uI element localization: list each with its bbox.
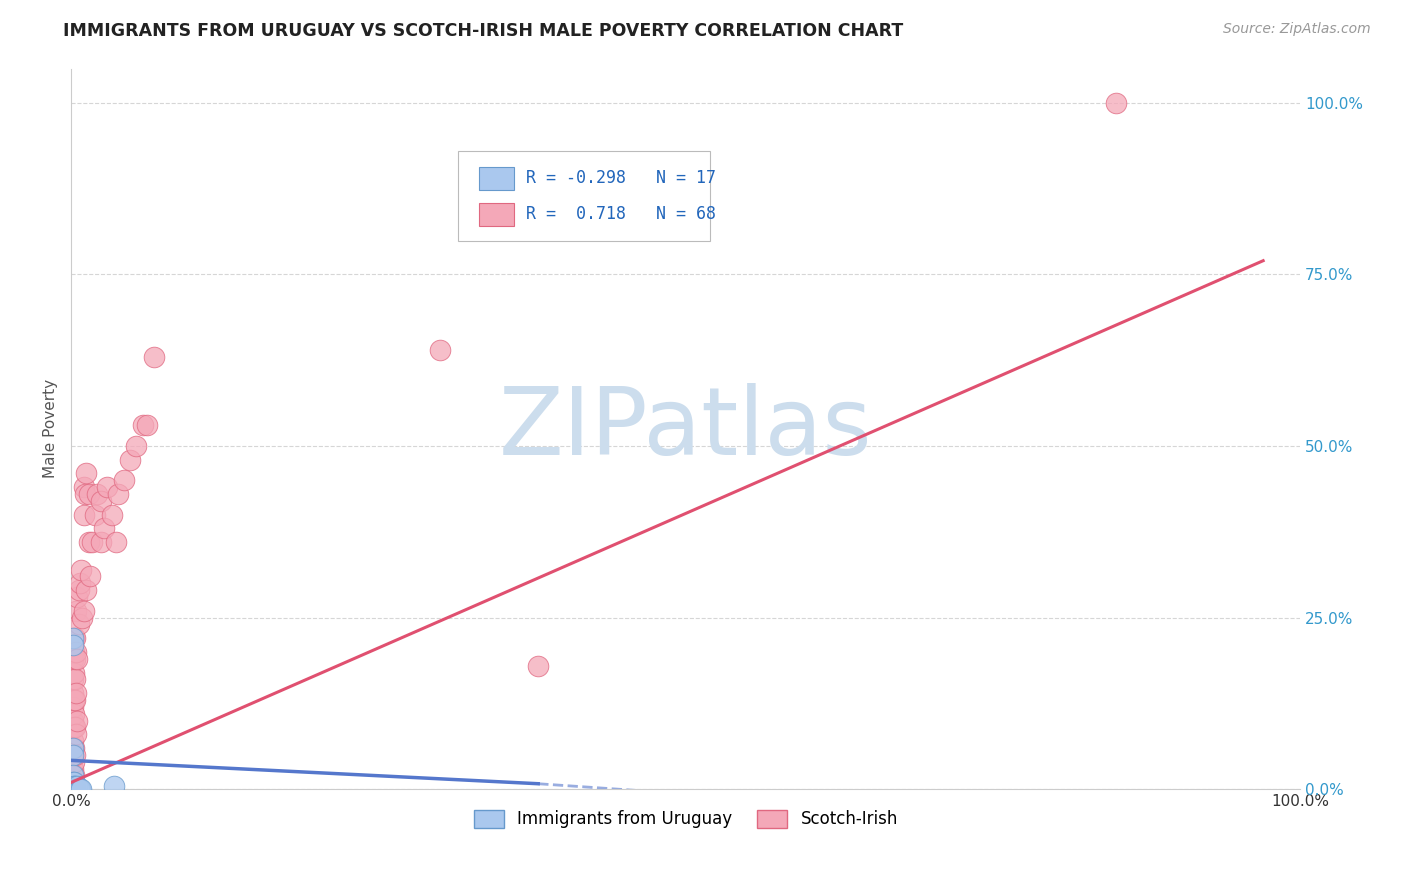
Point bbox=[65, 727, 87, 741]
Point bbox=[62, 775, 84, 789]
Point bbox=[67, 782, 90, 797]
Point bbox=[82, 535, 104, 549]
Point bbox=[63, 631, 86, 645]
Point bbox=[62, 631, 84, 645]
Point bbox=[72, 610, 94, 624]
Point bbox=[77, 535, 100, 549]
FancyBboxPatch shape bbox=[479, 167, 513, 190]
Point bbox=[1105, 95, 1128, 110]
Point bbox=[66, 779, 89, 793]
Point bbox=[62, 779, 84, 793]
Point bbox=[62, 734, 84, 748]
Point bbox=[125, 439, 148, 453]
Point bbox=[107, 487, 129, 501]
Point bbox=[63, 782, 86, 797]
Point bbox=[67, 583, 90, 598]
Point bbox=[75, 467, 97, 481]
Point bbox=[67, 617, 90, 632]
Point bbox=[62, 755, 84, 769]
Point bbox=[83, 508, 105, 522]
Point bbox=[62, 768, 84, 782]
Point bbox=[62, 686, 84, 700]
Legend: Immigrants from Uruguay, Scotch-Irish: Immigrants from Uruguay, Scotch-Irish bbox=[467, 803, 904, 835]
Point bbox=[62, 768, 84, 782]
Point bbox=[62, 782, 84, 797]
Y-axis label: Male Poverty: Male Poverty bbox=[44, 379, 58, 478]
Text: ZIPatlas: ZIPatlas bbox=[499, 383, 873, 475]
Point bbox=[136, 418, 159, 433]
Point bbox=[72, 480, 94, 494]
Point bbox=[62, 673, 84, 687]
Point bbox=[63, 721, 86, 735]
Point bbox=[96, 480, 118, 494]
Point bbox=[62, 775, 84, 789]
Point bbox=[103, 779, 125, 793]
Point bbox=[90, 494, 112, 508]
Point bbox=[120, 452, 142, 467]
Point bbox=[104, 535, 127, 549]
Point bbox=[62, 741, 84, 756]
Text: R =  0.718   N = 68: R = 0.718 N = 68 bbox=[526, 205, 716, 223]
Point bbox=[62, 721, 84, 735]
Point bbox=[63, 673, 86, 687]
Point bbox=[75, 583, 97, 598]
Point bbox=[70, 782, 93, 797]
Point bbox=[112, 474, 135, 488]
Point bbox=[62, 693, 84, 707]
Point bbox=[62, 706, 84, 721]
Point bbox=[63, 693, 86, 707]
Point bbox=[527, 658, 550, 673]
Point bbox=[131, 418, 153, 433]
Point bbox=[63, 652, 86, 666]
FancyBboxPatch shape bbox=[458, 152, 710, 242]
Point bbox=[142, 350, 165, 364]
Point bbox=[62, 714, 84, 728]
Point bbox=[62, 638, 84, 652]
Point bbox=[63, 779, 86, 793]
Text: Source: ZipAtlas.com: Source: ZipAtlas.com bbox=[1223, 22, 1371, 37]
Point bbox=[69, 782, 91, 797]
Point bbox=[62, 741, 84, 756]
Text: IMMIGRANTS FROM URUGUAY VS SCOTCH-IRISH MALE POVERTY CORRELATION CHART: IMMIGRANTS FROM URUGUAY VS SCOTCH-IRISH … bbox=[63, 22, 904, 40]
Point bbox=[101, 508, 124, 522]
FancyBboxPatch shape bbox=[479, 202, 513, 226]
Point bbox=[62, 775, 84, 789]
Point bbox=[63, 747, 86, 762]
Point bbox=[79, 569, 101, 583]
Point bbox=[65, 604, 87, 618]
Point bbox=[90, 535, 112, 549]
Point bbox=[69, 576, 91, 591]
Point bbox=[70, 563, 93, 577]
Point bbox=[65, 645, 87, 659]
Point bbox=[93, 521, 115, 535]
Point bbox=[62, 665, 84, 680]
Point bbox=[62, 721, 84, 735]
Point bbox=[62, 747, 84, 762]
Point bbox=[62, 631, 84, 645]
Point bbox=[62, 747, 84, 762]
Point bbox=[66, 652, 89, 666]
Point bbox=[62, 652, 84, 666]
Point bbox=[429, 343, 451, 357]
Point bbox=[66, 714, 89, 728]
Point bbox=[62, 741, 84, 756]
Point bbox=[62, 768, 84, 782]
Point bbox=[62, 779, 84, 793]
Point bbox=[66, 590, 89, 604]
Point bbox=[62, 645, 84, 659]
Text: R = -0.298   N = 17: R = -0.298 N = 17 bbox=[526, 169, 716, 187]
Point bbox=[65, 686, 87, 700]
Point bbox=[62, 699, 84, 714]
Point bbox=[73, 487, 96, 501]
Point bbox=[77, 487, 100, 501]
Point bbox=[72, 604, 94, 618]
Point bbox=[72, 508, 94, 522]
Point bbox=[86, 487, 108, 501]
Point bbox=[62, 782, 84, 797]
Point bbox=[62, 762, 84, 776]
